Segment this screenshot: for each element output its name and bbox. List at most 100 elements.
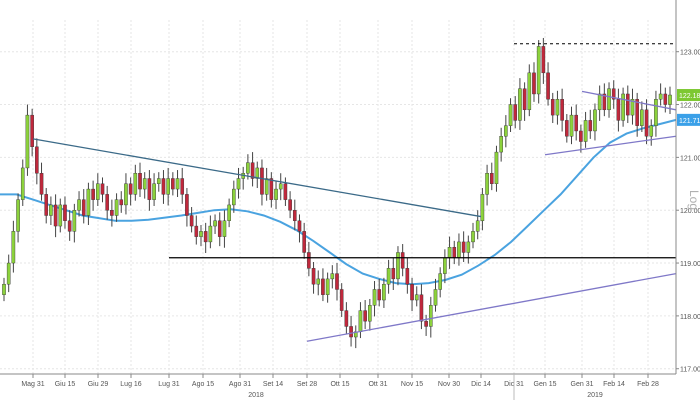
candle-body (133, 173, 138, 195)
trend-lines (32, 43, 677, 342)
candle-body (246, 162, 250, 174)
candle-body (166, 178, 170, 195)
candle-body (424, 320, 428, 327)
candle-body (208, 225, 213, 243)
candle-body (625, 93, 630, 116)
candle-body (391, 268, 396, 280)
candle-body (156, 178, 161, 184)
candle-body (316, 278, 321, 285)
candle-body (86, 188, 91, 216)
price-badge-label: 122.18 (679, 93, 700, 100)
candle-body (504, 125, 508, 137)
candle-body (297, 220, 302, 232)
candle-body (292, 210, 297, 221)
candle-body (269, 178, 274, 200)
price-badge (677, 113, 700, 126)
trend-line-descending (32, 138, 482, 218)
moving-average-line (0, 118, 677, 286)
x-axis: Mag 31 Giu 15 Giu 29 Lug 16 Lug 31 Ago 15 Ago … (0, 373, 676, 400)
candle-body (452, 246, 457, 258)
candle-body (522, 88, 527, 111)
x-tick-label: Lug 16 (120, 381, 142, 388)
candle-body (555, 99, 560, 116)
year-label: 2019 (587, 392, 603, 399)
candle-body (119, 199, 124, 206)
candle-body (593, 109, 597, 132)
candle-body (288, 199, 292, 211)
candle-body (461, 241, 466, 253)
candle-body (518, 88, 522, 121)
candle-body (128, 183, 133, 195)
y-tick-label: 117.00 (680, 367, 700, 374)
candle-body (274, 188, 278, 200)
year-label: 2018 (248, 392, 264, 399)
candle-body (321, 278, 325, 295)
candle-body (419, 294, 424, 322)
candle-body (565, 120, 569, 137)
candle-body (91, 188, 95, 200)
candle-body (579, 130, 583, 142)
candle-body (199, 231, 203, 237)
candle-body (607, 88, 611, 111)
candle-body (16, 199, 20, 232)
trend-line-triangle-upper (581, 90, 677, 111)
candle-body (100, 183, 105, 195)
y-tick-label: 118.00 (680, 314, 700, 321)
candle-body (429, 305, 433, 327)
moving-average (0, 118, 677, 286)
price-badge (677, 89, 700, 102)
candle-body (640, 109, 644, 126)
candle-body (508, 104, 513, 126)
candle-body (147, 178, 152, 200)
candle-body (175, 178, 180, 190)
candle-body (588, 120, 593, 132)
candle-body (550, 99, 555, 116)
x-tick-label: Ago 15 (192, 381, 214, 388)
candle-body (260, 167, 264, 195)
candle-body (668, 94, 672, 105)
candle-body (335, 273, 339, 290)
candle-body (307, 252, 311, 269)
y-tick-label: 123.00 (680, 50, 700, 57)
candle-body (644, 109, 649, 137)
candle-body (185, 194, 189, 216)
candle-body (499, 136, 503, 153)
x-tick-label: Ott 31 (368, 381, 387, 388)
candle-body (96, 183, 100, 200)
candle-body (110, 210, 114, 216)
x-tick-label: Gen 31 (571, 381, 594, 388)
candle-body (546, 72, 550, 100)
grid-lines (0, 20, 676, 374)
candle-body (63, 204, 67, 221)
candle-body (405, 268, 410, 285)
candle-body (278, 183, 283, 190)
candle-body (466, 241, 471, 253)
candle-body (400, 252, 405, 269)
candle-body (616, 99, 621, 121)
candle-body (602, 93, 607, 111)
candle-body (532, 72, 536, 95)
candle-body (339, 289, 344, 311)
candle-body (438, 273, 442, 290)
x-tick-label: Dic 14 (471, 381, 491, 388)
candle-body (124, 183, 128, 206)
candle-body (11, 231, 16, 264)
candle-body (114, 199, 119, 216)
candle-body (203, 231, 208, 243)
candle-body (414, 294, 419, 301)
candle-body (171, 178, 175, 190)
candle-body (513, 104, 518, 121)
candle-body (410, 283, 414, 301)
candle-body (194, 225, 199, 237)
candle-body (368, 305, 372, 322)
candle-body (560, 99, 564, 121)
candle-body (58, 204, 63, 227)
scale-label: Log (687, 190, 700, 210)
candle-body (152, 183, 156, 200)
candle-body (255, 167, 260, 179)
candle-body (217, 220, 222, 237)
y-tick-label: 119.00 (680, 261, 700, 268)
candle-body (536, 46, 541, 95)
y-tick-label: 120.00 (680, 208, 700, 215)
x-tick-label: Feb 28 (637, 381, 659, 388)
